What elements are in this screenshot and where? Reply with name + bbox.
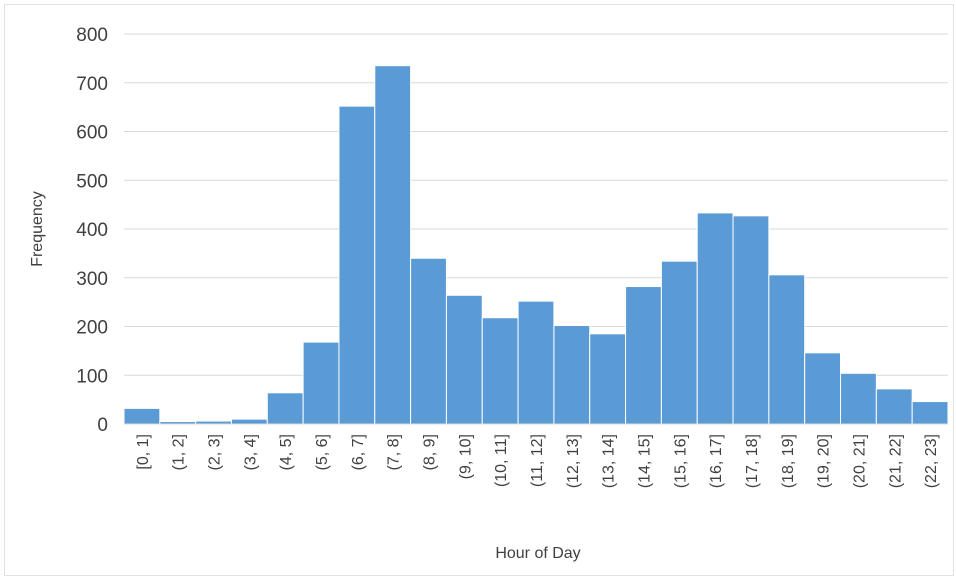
x-tick-labels: [0, 1] (1, 2] (2, 3] (3, 4] (4, 5] (5, 6] (6, … (135, 434, 940, 488)
bars (123, 65, 949, 425)
bar (732, 215, 770, 425)
bar (123, 407, 161, 425)
bar (517, 300, 555, 425)
x-tick-label: (11, 12] (529, 434, 546, 487)
bar (230, 418, 268, 425)
bar (481, 317, 519, 425)
bar (374, 65, 412, 425)
y-tick-label: 600 (76, 123, 108, 144)
x-tick-label: (14, 15] (636, 434, 653, 488)
bar (410, 257, 447, 425)
x-tick-label: (7, 8] (386, 434, 403, 470)
x-tick-label: (17, 18] (744, 434, 761, 488)
x-tick-label: (6, 7] (350, 434, 367, 470)
bar (696, 212, 734, 425)
x-tick-label: (10, 11] (493, 434, 510, 487)
bar (875, 388, 913, 425)
bar (266, 392, 304, 425)
x-tick-label: (9, 10] (457, 434, 474, 479)
bar (338, 105, 376, 425)
y-tick-label: 100 (76, 366, 108, 387)
y-tick-label: 700 (76, 74, 108, 95)
bar (804, 352, 842, 425)
bar (302, 341, 340, 425)
y-tick-label: 0 (97, 415, 108, 436)
x-tick-label: (22, 23] (923, 434, 940, 488)
bar (625, 286, 662, 425)
y-tick-label: 200 (76, 318, 108, 339)
x-tick-label: (20, 21] (851, 434, 868, 488)
x-axis-title: Hour of Day (495, 545, 580, 562)
x-tick-label: (5, 6] (314, 434, 331, 470)
x-tick-label: [0, 1] (135, 434, 152, 470)
x-tick-label: (19, 20] (816, 434, 833, 488)
x-tick-label: (16, 17] (708, 434, 725, 488)
x-tick-label: (13, 14] (601, 434, 618, 488)
bar (660, 260, 698, 425)
bar (589, 333, 627, 425)
x-tick-label: (2, 3] (207, 434, 224, 470)
bar (840, 372, 877, 425)
x-tick-label: (18, 19] (780, 434, 797, 488)
y-tick-labels: 0 100 200 300 400 500 600 700 800 (76, 25, 108, 436)
bar (553, 325, 591, 425)
y-tick-label: 500 (76, 171, 108, 192)
x-tick-label: (15, 16] (672, 434, 689, 488)
x-tick-label: (12, 13] (565, 434, 582, 488)
y-tick-label: 300 (76, 269, 108, 290)
x-tick-label: (4, 5] (278, 434, 295, 470)
bar (911, 401, 949, 425)
bar (768, 274, 806, 425)
x-tick-label: (8, 9] (422, 434, 439, 470)
y-tick-label: 400 (76, 220, 108, 241)
x-tick-label: (1, 2] (171, 434, 188, 470)
bar (445, 294, 483, 425)
y-tick-label: 800 (76, 25, 108, 46)
x-tick-label: (3, 4] (242, 434, 259, 470)
x-tick-label: (21, 22] (887, 434, 904, 488)
y-axis-title: Frequency (29, 191, 46, 267)
